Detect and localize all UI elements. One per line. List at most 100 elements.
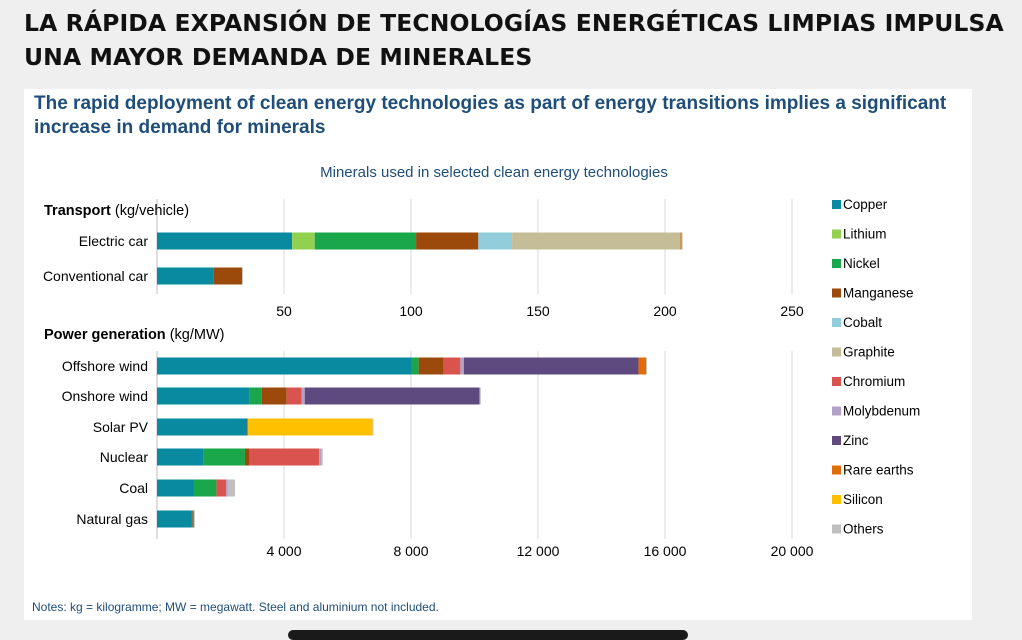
bar-nuclear-manganese <box>244 448 250 466</box>
bar-natural-gas-chromium <box>192 510 194 528</box>
legend-label-manganese: Manganese <box>843 286 914 301</box>
legend-swatch-molybdenum <box>832 406 841 416</box>
category-label-solar-pv: Solar PV <box>93 419 149 435</box>
panel-header-label: Transport <box>44 203 115 219</box>
category-label-onshore-wind: Onshore wind <box>62 388 148 404</box>
x-tick-label: 20 000 <box>771 543 814 559</box>
legend-label-zinc: Zinc <box>843 433 869 448</box>
bar-nuclear-copper <box>157 448 204 466</box>
category-label-coal: Coal <box>119 480 148 496</box>
bar-onshore-wind-nickel <box>249 387 262 405</box>
legend: Copper Lithium Nickel Manganese Cobalt Graphi… <box>832 197 920 537</box>
chart-subtitle: The rapid deployment of clean energy tec… <box>34 93 947 138</box>
category-label-offshore-wind: Offshore wind <box>62 358 148 374</box>
x-tick-label: 12 000 <box>517 543 560 559</box>
bar-offshore-wind-others <box>646 357 647 375</box>
x-tick-label: 100 <box>399 303 423 319</box>
x-tick-label: 150 <box>526 303 550 319</box>
legend-label-graphite: Graphite <box>843 345 895 360</box>
legend-swatch-rare-earths <box>832 465 841 475</box>
category-label-nuclear: Nuclear <box>100 449 149 465</box>
bar-solar-pv-others <box>372 418 374 436</box>
bottom-scroll-bar <box>288 630 688 640</box>
bar-offshore-wind-nickel <box>411 357 419 375</box>
bar-offshore-wind-rare-earths <box>638 357 647 375</box>
bar-coal-nickel <box>193 479 217 497</box>
bar-conventional-car-others <box>242 267 243 285</box>
bar-onshore-wind-zinc <box>304 387 480 405</box>
category-label-natural-gas: Natural gas <box>76 511 148 527</box>
bar-electric-car-rare-earths <box>680 232 682 250</box>
bar-nuclear-nickel <box>203 448 245 466</box>
legend-label-rare-earths: Rare earths <box>843 463 914 478</box>
bar-nuclear-chromium <box>249 448 320 466</box>
legend-label-cobalt: Cobalt <box>843 315 882 330</box>
bar-electric-car-graphite <box>512 232 681 250</box>
legend-swatch-graphite <box>832 347 841 357</box>
bar-offshore-wind-chromium <box>443 357 461 375</box>
x-tick-label: 50 <box>276 303 292 319</box>
legend-label-chromium: Chromium <box>843 374 905 389</box>
panel-transport: Transport (kg/vehicle) Electric car Conven… <box>43 199 804 319</box>
bar-onshore-wind-copper <box>157 387 250 405</box>
legend-label-molybdenum: Molybdenum <box>843 404 920 419</box>
chart-title: Minerals used in selected clean energy t… <box>320 164 668 181</box>
bar-electric-car-cobalt <box>478 232 513 250</box>
legend-swatch-manganese <box>832 288 841 298</box>
bar-onshore-wind-molybdenum <box>301 387 305 405</box>
bar-solar-pv-silicon <box>247 418 373 436</box>
bar-offshore-wind-zinc <box>463 357 639 375</box>
x-tick-label: 4 000 <box>266 543 301 559</box>
bar-electric-car-others <box>681 232 683 250</box>
legend-label-lithium: Lithium <box>843 227 887 242</box>
chart-card: The rapid deployment of clean energy tec… <box>24 89 972 620</box>
legend-label-copper: Copper <box>843 197 888 212</box>
bar-solar-pv-copper <box>157 418 247 436</box>
bar-coal-copper <box>157 479 194 497</box>
bar-natural-gas-copper <box>157 510 192 528</box>
bar-onshore-wind-others <box>479 387 481 405</box>
category-label-electric-car: Electric car <box>79 233 149 249</box>
chart-notes: Notes: kg = kilogramme; MW = megawatt. S… <box>32 600 439 614</box>
bar-onshore-wind-manganese <box>261 387 287 405</box>
x-tick-label: 250 <box>780 303 804 319</box>
bar-coal-others <box>228 479 235 497</box>
bar-onshore-wind-rare-earths <box>479 387 481 405</box>
legend-swatch-copper <box>832 200 841 209</box>
bar-conventional-car-copper <box>157 267 214 285</box>
legend-swatch-nickel <box>832 259 841 268</box>
bar-natural-gas-nickel <box>191 510 193 528</box>
page-headline: LA RÁPIDA EXPANSIÓN DE TECNOLOGÍAS ENERG… <box>24 9 1004 71</box>
bar-onshore-wind-chromium <box>286 387 302 405</box>
stacked-bar-chart: Transport (kg/vehicle) Electric car Conven… <box>43 197 920 559</box>
legend-swatch-cobalt <box>832 318 841 327</box>
bar-natural-gas-others <box>193 510 195 528</box>
panel-header: Transport (kg/vehicle) <box>44 203 189 219</box>
panel-power: Power generation (kg/MW) Offshore wind Ons… <box>44 327 814 559</box>
bar-electric-car-manganese <box>416 232 479 250</box>
bar-coal-molybdenum <box>226 479 229 497</box>
legend-label-others: Others <box>843 522 884 537</box>
legend-swatch-lithium <box>832 229 841 239</box>
legend-swatch-silicon <box>832 495 841 504</box>
panel-header-unit: (kg/vehicle) <box>115 203 189 219</box>
bar-coal-chromium <box>216 479 227 497</box>
bar-electric-car-lithium <box>292 232 315 250</box>
bar-offshore-wind-manganese <box>418 357 444 375</box>
x-tick-label: 8 000 <box>393 543 428 559</box>
bar-offshore-wind-copper <box>157 357 411 375</box>
panel-header: Power generation (kg/MW) <box>44 327 224 343</box>
bar-electric-car-copper <box>157 232 293 250</box>
panel-header-label: Power generation <box>44 327 170 343</box>
x-tick-label: 16 000 <box>644 543 687 559</box>
bar-electric-car-nickel <box>314 232 417 250</box>
legend-label-nickel: Nickel <box>843 256 880 271</box>
bar-nuclear-molybdenum <box>319 448 322 466</box>
legend-swatch-chromium <box>832 377 841 386</box>
bar-nuclear-others <box>321 448 323 466</box>
bar-offshore-wind-molybdenum <box>460 357 464 375</box>
legend-swatch-others <box>832 524 841 534</box>
x-tick-label: 200 <box>653 303 677 319</box>
legend-label-silicon: Silicon <box>843 492 883 507</box>
category-label-conventional-car: Conventional car <box>43 268 148 284</box>
